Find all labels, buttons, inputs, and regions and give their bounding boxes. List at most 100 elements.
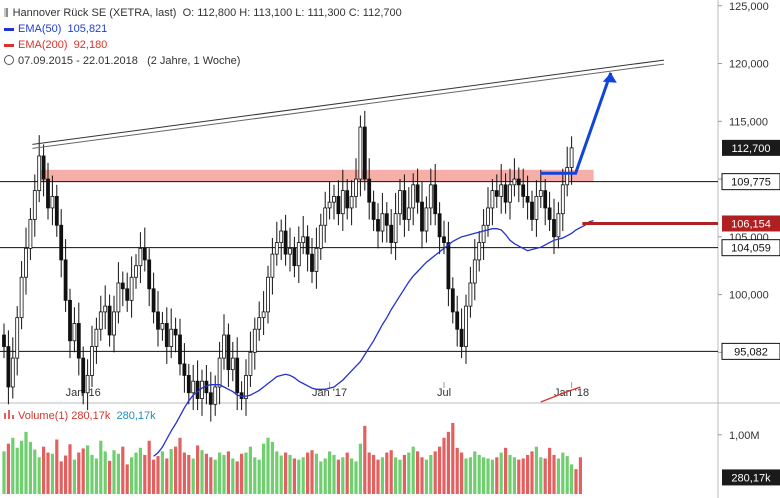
candle-body	[98, 311, 103, 330]
volume-bar	[231, 458, 235, 494]
volume-bar	[578, 457, 582, 494]
candle-body	[270, 253, 275, 278]
volume-bar	[147, 440, 151, 494]
volume-bar	[565, 456, 569, 494]
candle-body	[569, 147, 574, 168]
volume-last-tag	[722, 469, 780, 486]
volume-bar	[548, 447, 552, 494]
ema200-line	[540, 386, 581, 403]
instrument-name: Hannover Rück SE (XETRA, last)	[12, 7, 177, 19]
candle-body	[288, 247, 292, 255]
level-tag	[721, 239, 780, 257]
candle-body	[208, 392, 213, 405]
volume-bar	[504, 447, 508, 494]
candle-body	[534, 195, 539, 220]
volume-bar	[543, 458, 547, 494]
candle-body	[72, 323, 77, 342]
candle-body	[279, 230, 284, 243]
volume-bar	[6, 443, 10, 494]
candle-body	[213, 386, 218, 405]
volume-bar	[226, 451, 230, 494]
volume-bar	[288, 454, 292, 494]
volume-bar	[530, 451, 534, 494]
volume-bar	[398, 459, 402, 494]
candle-body	[393, 213, 398, 243]
candle-body	[68, 299, 72, 342]
level-tag-label: 104,059	[731, 243, 771, 255]
candle-body	[10, 357, 15, 388]
volume-bar	[125, 464, 129, 494]
volume-value-1: 280,17k	[71, 410, 111, 422]
candle-body	[406, 207, 411, 220]
candle-body	[15, 317, 20, 359]
candle-body	[142, 247, 147, 261]
volume-bar	[121, 446, 125, 494]
ema200-label: EMA(200)	[18, 39, 68, 51]
volume-label: Volume(1)	[18, 410, 69, 422]
volume-bar	[468, 457, 472, 494]
candle-body	[371, 201, 376, 220]
candle-body	[420, 201, 424, 232]
projection-arrow	[540, 72, 613, 175]
candle-body	[274, 242, 279, 255]
volume-bar	[270, 441, 274, 494]
legend-ema50: EMA(50) 105,821	[4, 23, 107, 35]
volume-bar	[477, 454, 481, 494]
date-range: 07.09.2015 - 22.01.2018	[18, 55, 138, 67]
last-price-label: 112,700	[732, 143, 771, 155]
candle-body	[472, 259, 477, 284]
volume-bar	[358, 443, 362, 494]
candle-body	[340, 190, 345, 215]
candle-body	[134, 265, 138, 278]
volume-bar	[187, 454, 191, 494]
volume-bar	[376, 459, 380, 494]
candle-body	[54, 195, 59, 226]
volume-bar	[138, 447, 142, 494]
x-tick-label: Jan '18	[554, 387, 589, 399]
volume-bar	[182, 452, 186, 494]
volume-bar	[490, 459, 494, 494]
candle-body	[516, 178, 521, 186]
ema50-value: 105,821	[67, 23, 108, 35]
candle-body	[37, 155, 42, 192]
volume-bar	[262, 443, 266, 494]
volume-bar	[345, 452, 349, 494]
candle-body	[147, 259, 152, 290]
candle-body	[499, 184, 504, 197]
volume-bar	[372, 454, 376, 494]
volume-bar	[103, 451, 107, 494]
volume-bar	[112, 450, 116, 494]
volume-bar	[55, 439, 59, 494]
volume-bar	[156, 456, 160, 494]
volume-bar	[380, 457, 384, 494]
volume-bar	[574, 469, 578, 494]
support-level-tag-label: 106,154	[731, 218, 771, 230]
volume-bar	[482, 457, 486, 494]
clock-icon	[4, 55, 14, 65]
volume-bar	[402, 454, 406, 494]
volume-bar	[37, 457, 41, 494]
candle-body	[76, 323, 81, 359]
volume-bar	[495, 457, 499, 494]
candle-body	[112, 311, 116, 336]
volume-bar	[42, 446, 46, 494]
volume-bar	[266, 437, 270, 494]
volume-bar	[68, 444, 72, 494]
candle-body	[459, 328, 464, 347]
candle-body	[494, 190, 499, 197]
candle-body	[186, 375, 191, 394]
level-tag	[721, 173, 780, 191]
candle-body	[402, 190, 407, 220]
candle-body	[226, 334, 231, 371]
trendline-upper	[32, 59, 665, 145]
candle-body	[411, 184, 416, 209]
candle-body	[129, 276, 134, 301]
volume-bar	[143, 454, 147, 494]
candle-body	[28, 219, 33, 249]
ema200-swatch	[4, 43, 14, 47]
candle-body	[32, 190, 37, 220]
legend-range: 07.09.2015 - 22.01.2018 (2 Jahre, 1 Woch…	[4, 55, 240, 67]
volume-bar	[77, 452, 81, 494]
volume-bar	[512, 457, 516, 494]
